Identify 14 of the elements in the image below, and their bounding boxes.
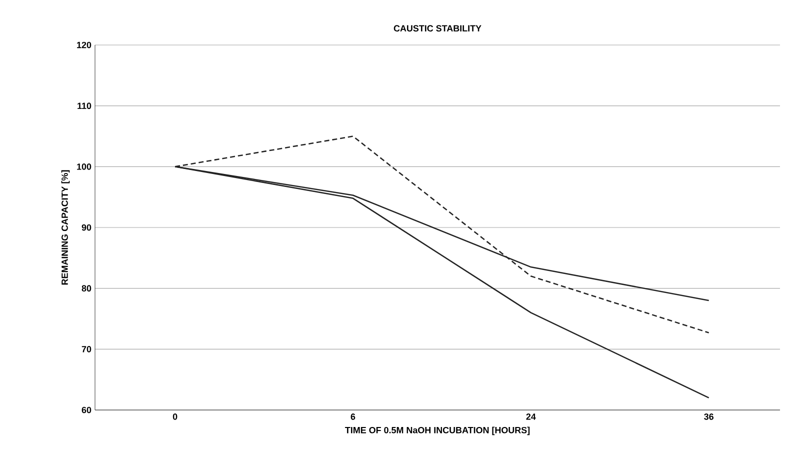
y-tick-label: 80 [82, 285, 92, 292]
chart-title: CAUSTIC STABILITY [394, 25, 482, 32]
y-axis-title: REMAINING CAPACITY [%] [61, 170, 70, 285]
y-tick-label: 70 [82, 346, 92, 352]
y-tick-label: 120 [77, 42, 92, 48]
y-tick-label: 110 [78, 102, 92, 110]
x-tick-label: 6 [350, 414, 356, 420]
x-tick-label: 36 [704, 414, 714, 420]
y-tick-label: 90 [82, 224, 92, 231]
x-axis-title: TIME OF 0.5M NaOH INCUBATION [HOURS] [345, 426, 530, 436]
x-tick-label: 24 [526, 414, 536, 420]
y-tick-label: 100 [77, 163, 92, 170]
x-tick-label: 0 [172, 414, 178, 420]
y-tick-label: 60 [82, 406, 92, 414]
